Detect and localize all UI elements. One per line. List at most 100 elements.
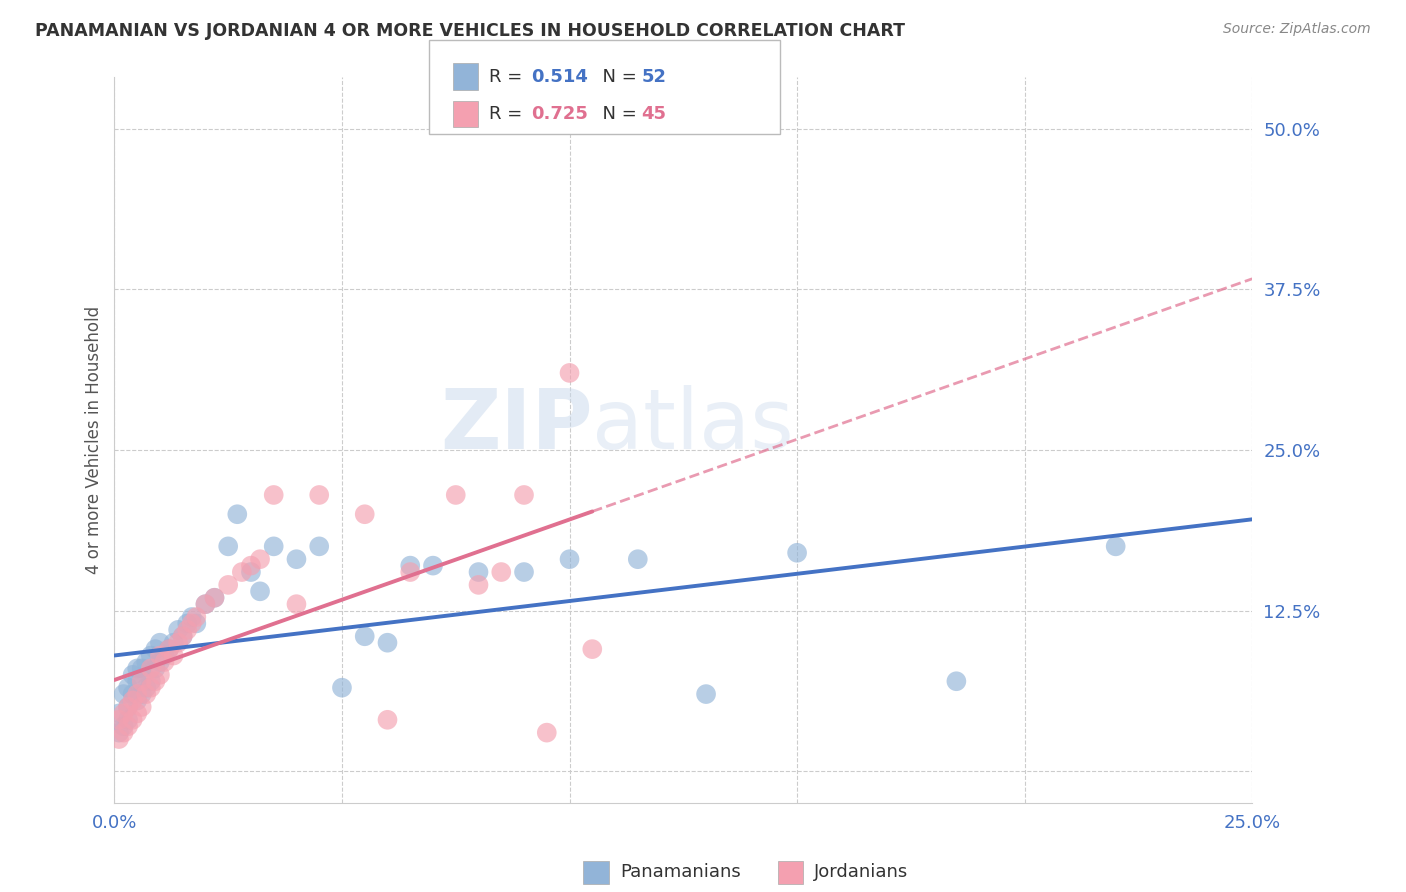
Point: [153, 648, 176, 663]
Point: [285, 552, 308, 566]
Text: R =: R =: [489, 68, 529, 86]
Point: [513, 565, 536, 579]
Point: [117, 700, 139, 714]
Point: [249, 584, 271, 599]
Point: [263, 540, 285, 554]
Point: [139, 674, 162, 689]
Point: [145, 642, 167, 657]
Point: [217, 578, 239, 592]
Point: [117, 719, 139, 733]
Point: [176, 623, 198, 637]
Point: [513, 488, 536, 502]
Point: [172, 629, 194, 643]
Point: [117, 700, 139, 714]
Point: [127, 687, 149, 701]
Point: [108, 725, 131, 739]
Point: [135, 655, 157, 669]
Point: [330, 681, 353, 695]
Text: Source: ZipAtlas.com: Source: ZipAtlas.com: [1223, 22, 1371, 37]
Point: [467, 578, 489, 592]
Point: [149, 668, 172, 682]
Y-axis label: 4 or more Vehicles in Household: 4 or more Vehicles in Household: [86, 306, 103, 574]
Point: [112, 719, 135, 733]
Point: [121, 668, 143, 682]
Text: N =: N =: [591, 105, 643, 123]
Point: [186, 610, 208, 624]
Point: [263, 488, 285, 502]
Point: [108, 713, 131, 727]
Point: [157, 642, 180, 657]
Point: [145, 661, 167, 675]
Point: [112, 706, 135, 721]
Point: [558, 552, 581, 566]
Point: [353, 507, 375, 521]
Point: [176, 616, 198, 631]
Text: ZIP: ZIP: [440, 385, 592, 467]
Point: [117, 681, 139, 695]
Point: [194, 597, 217, 611]
Text: 0.514: 0.514: [531, 68, 588, 86]
Point: [121, 687, 143, 701]
Point: [139, 648, 162, 663]
Point: [108, 732, 131, 747]
Point: [180, 610, 202, 624]
Point: [149, 648, 172, 663]
Point: [239, 565, 262, 579]
Point: [172, 629, 194, 643]
Point: [786, 546, 808, 560]
Point: [285, 597, 308, 611]
Point: [1105, 540, 1128, 554]
Text: atlas: atlas: [592, 385, 794, 467]
Text: PANAMANIAN VS JORDANIAN 4 OR MORE VEHICLES IN HOUSEHOLD CORRELATION CHART: PANAMANIAN VS JORDANIAN 4 OR MORE VEHICL…: [35, 22, 905, 40]
Point: [467, 565, 489, 579]
Point: [558, 366, 581, 380]
Point: [945, 674, 967, 689]
Point: [353, 629, 375, 643]
Point: [444, 488, 467, 502]
Point: [121, 693, 143, 707]
Point: [167, 623, 190, 637]
Point: [121, 713, 143, 727]
Point: [127, 661, 149, 675]
Point: [239, 558, 262, 573]
Point: [149, 636, 172, 650]
Point: [399, 558, 422, 573]
Point: [581, 642, 603, 657]
Point: [377, 713, 399, 727]
Point: [135, 687, 157, 701]
Point: [377, 636, 399, 650]
Point: [131, 700, 153, 714]
Text: N =: N =: [591, 68, 643, 86]
Text: 0.725: 0.725: [531, 105, 588, 123]
Point: [695, 687, 717, 701]
Text: 45: 45: [641, 105, 666, 123]
Point: [217, 540, 239, 554]
Point: [180, 616, 202, 631]
Text: Panamanians: Panamanians: [620, 863, 741, 881]
Point: [131, 687, 153, 701]
Point: [139, 661, 162, 675]
Point: [139, 681, 162, 695]
Point: [308, 540, 330, 554]
Point: [157, 642, 180, 657]
Point: [112, 725, 135, 739]
Point: [112, 687, 135, 701]
Point: [204, 591, 226, 605]
Text: Jordanians: Jordanians: [814, 863, 908, 881]
Point: [127, 693, 149, 707]
Point: [149, 655, 172, 669]
Point: [108, 706, 131, 721]
Point: [186, 616, 208, 631]
Point: [162, 648, 184, 663]
Text: 52: 52: [641, 68, 666, 86]
Point: [153, 655, 176, 669]
Point: [249, 552, 271, 566]
Point: [131, 661, 153, 675]
Point: [127, 674, 149, 689]
Point: [135, 681, 157, 695]
Point: [226, 507, 249, 521]
Point: [399, 565, 422, 579]
Point: [127, 706, 149, 721]
Point: [162, 636, 184, 650]
Point: [536, 725, 558, 739]
